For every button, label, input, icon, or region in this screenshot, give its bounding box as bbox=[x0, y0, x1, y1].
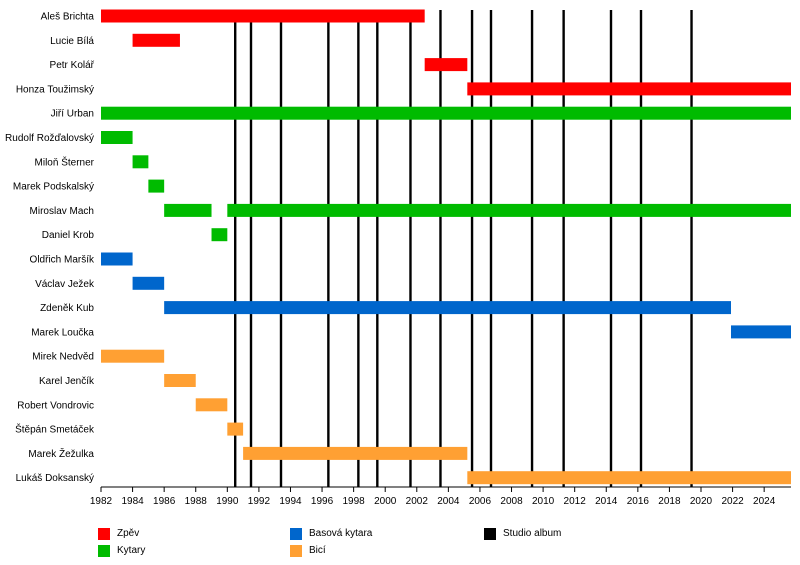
legend-label: Basová kytara bbox=[309, 528, 373, 539]
member-name-label: Jiří Urban bbox=[51, 109, 94, 120]
x-tick-label: 1986 bbox=[153, 496, 176, 507]
x-tick-label: 1996 bbox=[311, 496, 334, 507]
member-period-bar bbox=[227, 203, 791, 217]
member-period-bar bbox=[101, 9, 425, 23]
x-tick-label: 2022 bbox=[721, 496, 744, 507]
x-axis: 1982 1984 1986 1988 1990 1992 1994 1996 1998 2000… bbox=[90, 486, 791, 507]
legend-swatch bbox=[290, 545, 302, 557]
x-tick-label: 2024 bbox=[753, 496, 776, 507]
member-period-bar bbox=[101, 131, 133, 144]
x-tick-label: 1988 bbox=[185, 496, 208, 507]
member-name-label: Daniel Krob bbox=[42, 230, 95, 241]
member-period-bar bbox=[101, 252, 133, 266]
x-tick-label: 1998 bbox=[343, 496, 366, 507]
x-tick-label: 2010 bbox=[532, 496, 555, 507]
member-name-label: Lucie Bílá bbox=[50, 36, 94, 47]
member-labels: Aleš Brichta Lucie Bílá Petr Kolář Honza To… bbox=[5, 12, 95, 485]
x-tick-label: 2000 bbox=[374, 496, 397, 507]
member-name-label: Karel Jenčík bbox=[39, 376, 95, 387]
x-tick-label: 2002 bbox=[406, 496, 429, 507]
x-tick-label: 2004 bbox=[437, 496, 460, 507]
member-name-label: Robert Vondrovic bbox=[17, 400, 94, 411]
x-tick-label: 1994 bbox=[279, 496, 302, 507]
x-tick-label: 2016 bbox=[627, 496, 650, 507]
member-name-label: Petr Kolář bbox=[50, 60, 95, 71]
x-tick-label: 2012 bbox=[564, 496, 587, 507]
x-tick-label: 2006 bbox=[469, 496, 492, 507]
legend-swatch bbox=[484, 528, 496, 540]
member-period-bar bbox=[195, 398, 228, 412]
member-name-label: Oldřich Maršík bbox=[30, 255, 95, 266]
member-name-label: Zdeněk Kub bbox=[40, 303, 94, 314]
member-period-bar bbox=[211, 228, 228, 242]
x-tick-label: 2008 bbox=[500, 496, 523, 507]
member-period-bar bbox=[424, 58, 468, 72]
member-period-bar bbox=[467, 471, 791, 485]
legend-swatch bbox=[98, 545, 110, 557]
x-tick-label: 2014 bbox=[595, 496, 618, 507]
member-period-bar bbox=[101, 106, 791, 120]
member-name-label: Václav Ježek bbox=[35, 279, 95, 290]
x-tick-label: 1990 bbox=[216, 496, 239, 507]
studio-album-lines bbox=[234, 10, 693, 487]
member-period-bar bbox=[164, 374, 196, 387]
member-period-bar bbox=[132, 33, 180, 47]
member-name-label: Lukáš Doksanský bbox=[16, 473, 94, 484]
member-period-bar bbox=[132, 155, 149, 169]
member-period-bar bbox=[132, 276, 165, 290]
member-name-label: Rudolf Rožďalovský bbox=[5, 133, 94, 144]
legend-swatch bbox=[98, 528, 110, 540]
member-period-bar bbox=[243, 446, 468, 460]
member-name-label: Marek Podskalský bbox=[13, 182, 94, 193]
legend-swatch bbox=[290, 528, 302, 540]
member-name-label: Štěpán Smetáček bbox=[15, 423, 95, 436]
member-name-label: Miloň Šterner bbox=[35, 155, 95, 168]
member-name-label: Honza Toužimský bbox=[16, 84, 94, 95]
x-tick-label: 1992 bbox=[248, 496, 271, 507]
member-period-bar bbox=[227, 422, 244, 436]
member-name-label: Mirek Nedvěd bbox=[32, 352, 94, 363]
member-name-label: Marek Žežulka bbox=[28, 447, 94, 460]
member-period-bar bbox=[164, 203, 212, 217]
x-tick-label: 1982 bbox=[90, 496, 113, 507]
legend-label: Kytary bbox=[117, 545, 146, 556]
legend-label: Bicí bbox=[309, 545, 326, 556]
member-period-bar bbox=[731, 325, 791, 339]
member-bars bbox=[101, 9, 791, 485]
member-period-bar bbox=[148, 179, 165, 193]
x-tick-label: 2020 bbox=[690, 496, 713, 507]
member-name-label: Marek Loučka bbox=[31, 327, 94, 338]
member-name-label: Miroslav Mach bbox=[30, 206, 94, 217]
legend-label: Zpěv bbox=[117, 528, 140, 539]
member-period-bar bbox=[467, 82, 791, 96]
x-tick-label: 2018 bbox=[658, 496, 681, 507]
member-period-bar bbox=[101, 349, 165, 363]
x-tick-label: 1984 bbox=[121, 496, 144, 507]
member-name-label: Aleš Brichta bbox=[41, 12, 95, 23]
legend-label: Studio album bbox=[503, 528, 562, 539]
member-period-bar bbox=[164, 301, 731, 315]
